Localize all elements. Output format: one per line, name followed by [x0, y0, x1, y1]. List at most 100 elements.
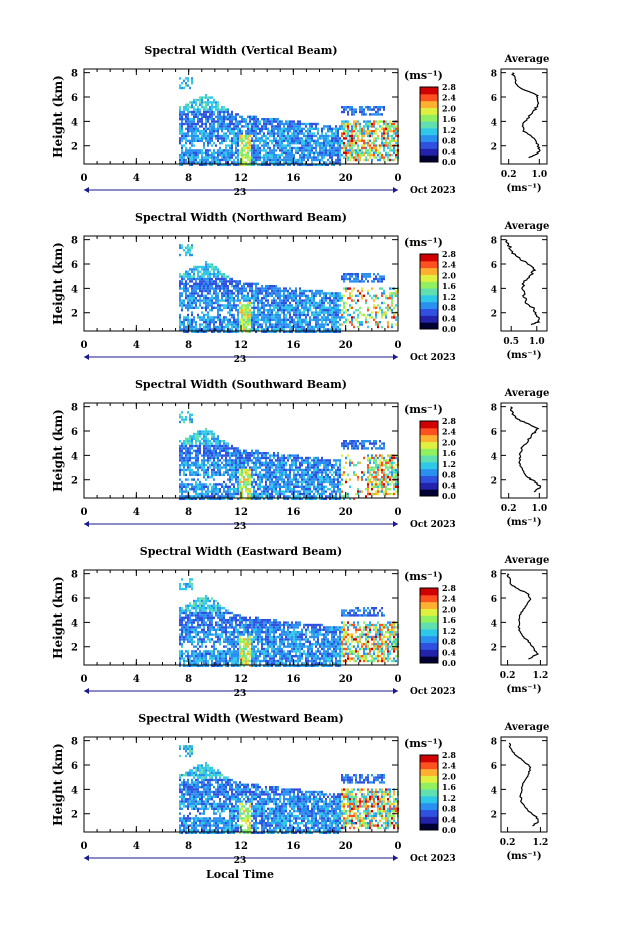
- heatmap-cell: [351, 139, 353, 142]
- heatmap-cell: [285, 289, 287, 293]
- heatmap-cell: [219, 161, 221, 164]
- heatmap-cell: [317, 158, 319, 162]
- heatmap-cell: [225, 154, 227, 157]
- heatmap-cell: [261, 125, 263, 128]
- heatmap-cell: [383, 122, 385, 126]
- heatmap-cell: [255, 122, 257, 126]
- heatmap-cell: [239, 468, 241, 472]
- heatmap-cell: [261, 313, 263, 317]
- heatmap-cell: [273, 471, 275, 474]
- heatmap-cell: [307, 464, 309, 467]
- heatmap-cell: [209, 154, 211, 157]
- heatmap-cell: [227, 452, 229, 455]
- heatmap-cell: [289, 471, 291, 474]
- heatmap-cell: [331, 127, 333, 130]
- heatmap-cell: [357, 280, 359, 283]
- heatmap-cell: [349, 306, 351, 309]
- heatmap-cell: [257, 289, 259, 293]
- heatmap-cell: [265, 454, 267, 457]
- heatmap-cell: [327, 154, 329, 157]
- heatmap-cell: [259, 120, 261, 123]
- heatmap-cell: [223, 447, 225, 450]
- heatmap-cell: [305, 473, 307, 476]
- heatmap-cell: [355, 301, 357, 305]
- heatmap-cell: [395, 471, 397, 474]
- heatmap-cell: [275, 139, 277, 142]
- heatmap-cell: [349, 440, 351, 443]
- heatmap-cell: [181, 122, 183, 126]
- heatmap-cell: [395, 476, 397, 479]
- heatmap-cell: [267, 299, 269, 302]
- heatmap-cell: [199, 132, 201, 135]
- heatmap-cell: [219, 146, 221, 150]
- heatmap-cell: [305, 466, 307, 469]
- heatmap-cell: [393, 294, 395, 297]
- heatmap-cell: [335, 130, 337, 133]
- heatmap-cell: [331, 464, 333, 467]
- heatmap-cell: [181, 127, 183, 130]
- heatmap-cell: [225, 137, 227, 140]
- heatmap-cell: [289, 163, 291, 166]
- heatmap-cell: [199, 430, 201, 433]
- heatmap-cell: [223, 442, 225, 445]
- heatmap-cell: [205, 151, 207, 154]
- heatmap-cell: [231, 473, 233, 476]
- heatmap-cell: [287, 478, 289, 481]
- heatmap-cell: [213, 449, 215, 452]
- heatmap-cell: [359, 292, 361, 295]
- heatmap-cell: [261, 480, 263, 484]
- heatmap-cell: [379, 130, 381, 133]
- heatmap-cell: [305, 294, 307, 297]
- heatmap-cell: [191, 478, 193, 481]
- heatmap-cell: [277, 313, 279, 317]
- heatmap-cell: [235, 115, 237, 118]
- heatmap-cell: [273, 158, 275, 162]
- heatmap-cell: [205, 130, 207, 133]
- heatmap-cell: [323, 309, 325, 312]
- heatmap-cell: [195, 130, 197, 133]
- heatmap-cell: [311, 122, 313, 126]
- heatmap-cell: [255, 292, 257, 295]
- heatmap-cell: [329, 144, 331, 147]
- heatmap-cell: [247, 299, 249, 302]
- heatmap-cell: [191, 328, 193, 331]
- heatmap-cell: [301, 130, 303, 133]
- heatmap-cell: [263, 287, 265, 290]
- heatmap-cell: [181, 277, 183, 281]
- heatmap-cell: [313, 156, 315, 159]
- heatmap-cell: [219, 277, 221, 281]
- heatmap-cell: [269, 316, 271, 319]
- heatmap-cell: [353, 127, 355, 130]
- heatmap-cell: [211, 154, 213, 157]
- heatmap-cell: [193, 299, 195, 302]
- heatmap-cell: [377, 158, 379, 162]
- heatmap-cell: [205, 277, 207, 281]
- heatmap-cell: [367, 158, 369, 162]
- heatmap-cell: [311, 318, 313, 321]
- heatmap-cell: [293, 471, 295, 474]
- heatmap-cell: [309, 304, 311, 307]
- heatmap-cell: [225, 325, 227, 329]
- heatmap-cell: [329, 142, 331, 145]
- heatmap-cell: [179, 142, 181, 145]
- heatmap-cell: [179, 459, 181, 462]
- heatmap-cell: [205, 313, 207, 317]
- heatmap-cell: [207, 292, 209, 295]
- heatmap-cell: [359, 122, 361, 126]
- heatmap-cell: [293, 325, 295, 329]
- heatmap-cell: [185, 115, 187, 118]
- heatmap-cell: [307, 313, 309, 317]
- heatmap-cell: [239, 292, 241, 295]
- heatmap-cell: [179, 139, 181, 142]
- heatmap-cell: [243, 118, 245, 121]
- heatmap-cell: [235, 476, 237, 479]
- heatmap-cell: [221, 110, 223, 114]
- heatmap-cell: [277, 454, 279, 457]
- heatmap-cell: [239, 132, 241, 135]
- heatmap-cell: [327, 473, 329, 476]
- heatmap-cell: [237, 311, 239, 314]
- heatmap-cell: [325, 309, 327, 312]
- heatmap-cell: [257, 323, 259, 326]
- colorbar-tick-label: 0.4: [442, 146, 456, 156]
- heatmap-cell: [199, 287, 201, 290]
